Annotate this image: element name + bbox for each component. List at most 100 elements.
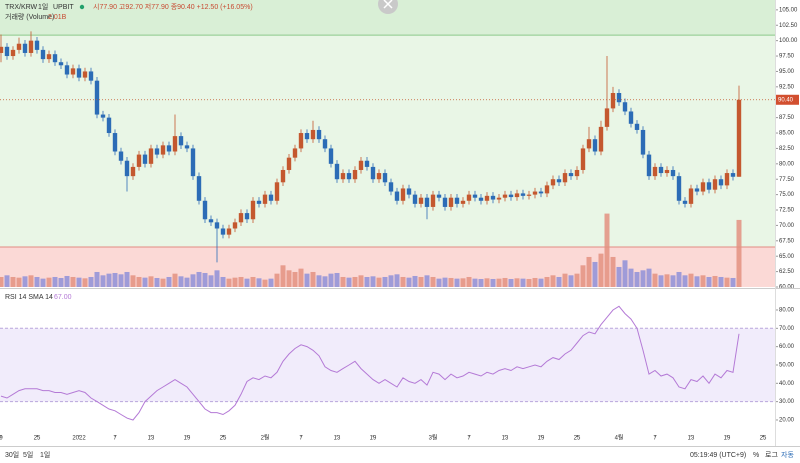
- volume-bar: [274, 273, 280, 287]
- zone-mid: [0, 35, 775, 247]
- volume-bar: [400, 276, 406, 287]
- volume-bar: [544, 276, 550, 287]
- percent-toggle[interactable]: %: [753, 452, 759, 459]
- volume-bar: [178, 276, 184, 287]
- volume-bar: [52, 276, 58, 287]
- candle-body: [184, 145, 190, 149]
- y-tick-label: 92.50: [779, 84, 795, 90]
- candle-body: [664, 169, 670, 174]
- volume-bar: [616, 266, 622, 287]
- candle-body: [454, 197, 460, 204]
- volume-bar: [682, 275, 688, 287]
- candle-body: [124, 160, 130, 177]
- volume-bar: [526, 278, 532, 287]
- candle-body: [616, 92, 622, 103]
- candle-body: [676, 176, 682, 201]
- volume-title: 거래량 (Volume): [5, 12, 54, 21]
- volume-bar: [604, 213, 610, 287]
- volume-bar: [700, 275, 706, 287]
- volume-bar: [268, 278, 274, 287]
- volume-bar: [466, 276, 472, 287]
- candle-body: [688, 188, 694, 204]
- volume-bar: [76, 277, 82, 287]
- auto-toggle[interactable]: 자동: [781, 450, 794, 459]
- candle-body: [550, 179, 556, 186]
- candle-body: [196, 176, 202, 201]
- close-button[interactable]: [378, 0, 398, 14]
- candle-body: [586, 139, 592, 149]
- volume-bar: [736, 219, 742, 287]
- candle-body: [334, 163, 340, 180]
- volume-bar: [94, 271, 100, 287]
- volume-bar: [454, 278, 460, 287]
- candle-body: [190, 148, 196, 177]
- candle-body: [40, 49, 46, 60]
- candle-body: [106, 117, 112, 134]
- candle-body: [358, 160, 364, 170]
- volume-bar: [658, 275, 664, 287]
- volume-bar: [4, 275, 10, 287]
- candle-body: [88, 71, 94, 81]
- rsi-tick-label: 70.00: [779, 326, 795, 332]
- candle-body: [736, 99, 742, 177]
- volume-bar: [514, 278, 520, 287]
- range-button[interactable]: 5일: [23, 450, 33, 459]
- candle-body: [268, 194, 274, 201]
- candle-body: [610, 92, 616, 109]
- range-button[interactable]: 1일: [40, 450, 50, 459]
- volume-bar: [286, 270, 292, 287]
- rsi-tick-label: 50.00: [779, 363, 795, 369]
- rsi-tick-label: 40.00: [779, 381, 795, 387]
- x-tick-label: 25: [760, 436, 767, 442]
- symbol: TRX/KRW: [5, 4, 38, 11]
- volume-bar: [568, 275, 574, 287]
- candle-body: [670, 169, 676, 177]
- candle-body: [130, 166, 136, 177]
- volume-bar: [88, 276, 94, 287]
- volume-bar: [394, 274, 400, 287]
- y-tick-label: 70.00: [779, 223, 795, 229]
- volume-bar: [688, 273, 694, 287]
- x-tick-label: 3월: [429, 434, 438, 442]
- x-tick-label: 7: [467, 436, 471, 442]
- volume-bar: [118, 274, 124, 287]
- candle-body: [22, 43, 28, 53]
- rsi-line: [0, 305, 740, 421]
- panes: 60.00 62.50 65.00 67.50 70.00 72.50 75.00 77.50…: [0, 0, 799, 442]
- x-tick-label: 13: [502, 436, 509, 442]
- volume-bar: [478, 278, 484, 287]
- volume-bar: [46, 277, 52, 287]
- volume-bar: [598, 253, 604, 287]
- volume-bar: [382, 276, 388, 287]
- candle-body: [622, 102, 628, 112]
- candle-body: [544, 185, 550, 194]
- volume-bar: [508, 278, 514, 287]
- y-tick-label: 77.50: [779, 177, 795, 183]
- candle-body: [208, 219, 214, 223]
- volume-bar: [298, 268, 304, 287]
- log-toggle[interactable]: 로그: [765, 451, 778, 459]
- candle-body: [634, 123, 640, 130]
- rsi-title: RSI 14 SMA 14: [5, 294, 53, 301]
- y-tick-label: 102.50: [779, 23, 798, 29]
- candle-body: [214, 222, 220, 229]
- candle-body: [202, 200, 208, 220]
- candle-body: [256, 200, 262, 204]
- volume-bar: [646, 268, 652, 287]
- candle-body: [316, 129, 322, 140]
- x-tick-label: 25: [220, 436, 227, 442]
- candle-body: [406, 188, 412, 195]
- candle-body: [724, 173, 730, 186]
- volume-bar: [610, 256, 616, 287]
- range-button[interactable]: 30일: [5, 450, 19, 459]
- volume-bar: [304, 273, 310, 287]
- volume-bar: [496, 278, 502, 287]
- y-tick-label: 100.00: [779, 38, 798, 44]
- candle-body: [172, 136, 178, 152]
- volume-bar: [388, 275, 394, 287]
- volume-bar: [472, 278, 478, 287]
- candle-body: [652, 166, 658, 177]
- volume-bar: [376, 277, 382, 287]
- volume-bar: [352, 276, 358, 287]
- candle-body: [364, 160, 370, 167]
